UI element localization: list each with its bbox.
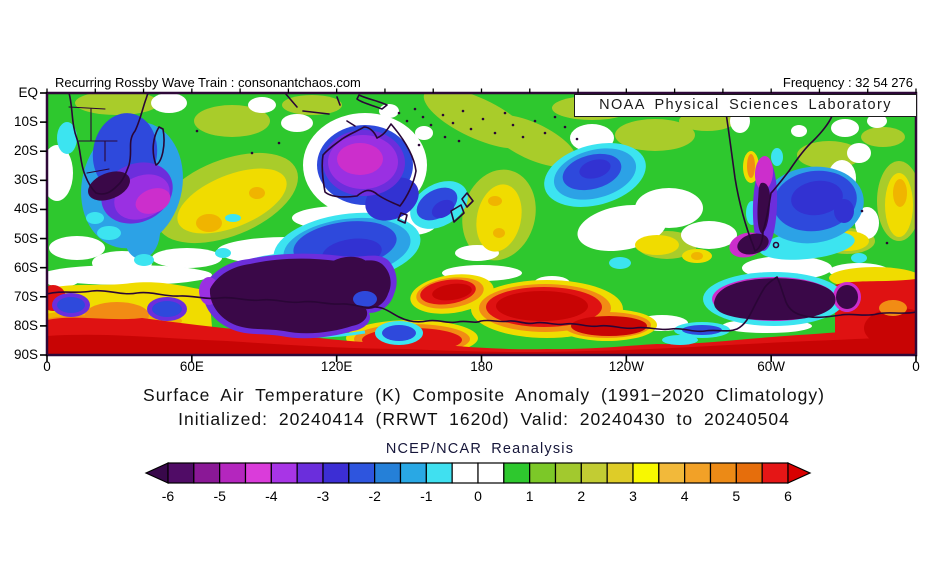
lon-tick-label: 60W [757, 359, 786, 374]
colorbar-left-arrow [144, 462, 169, 484]
colorbar-cell [735, 462, 763, 484]
colorbar-tick-label: 3 [629, 488, 637, 504]
colorbar-cell [167, 462, 195, 484]
latitude-axis-labels: EQ 10S 20S 30S 40S 50S 60S 70S 80S 90S [0, 85, 40, 363]
colorbar-tick-label: -6 [162, 488, 175, 504]
colorbar-cell [219, 462, 247, 484]
colorbar-cell [529, 462, 557, 484]
colorbar-tick-label: -1 [420, 488, 433, 504]
header-frequency-text: Frequency : 32 54 276 [782, 75, 913, 90]
colorbar-tick-label: 0 [474, 488, 482, 504]
colorbar-title: NCEP/NCAR Reanalysis [385, 441, 575, 457]
colorbar-cell [709, 462, 737, 484]
colorbar-cell [477, 462, 505, 484]
colorbar-tick-label: 6 [784, 488, 792, 504]
lat-tick-label: 90S [13, 347, 38, 362]
colorbar-cell [322, 462, 350, 484]
lat-tick-label: 40S [13, 201, 38, 217]
lon-tick-label: 0 [43, 359, 51, 374]
colorbar-tick-label: -4 [265, 488, 278, 504]
colorbar-tick-label: -2 [368, 488, 381, 504]
colorbar-cell [554, 462, 582, 484]
figure-subtitle: Initialized: 20240414 (RRWT 1620d) Valid… [178, 409, 790, 429]
longitude-axis-labels: 0 60E 120E 180 120W 60W 0 [43, 359, 920, 377]
caption-block: Surface Air Temperature (K) Composite An… [40, 385, 928, 430]
lon-tick-label: 120E [320, 359, 353, 374]
colorbar-cell [761, 462, 789, 484]
colorbar-tick-label: 2 [577, 488, 585, 504]
lat-tick-label: 20S [13, 143, 38, 159]
colorbar-cell [425, 462, 453, 484]
colorbar-cell [580, 462, 608, 484]
lon-tick-label: 180 [470, 359, 493, 374]
colorbar-cell [658, 462, 686, 484]
colorbar-right-arrow [787, 462, 812, 484]
colorbar-tick-label: 5 [732, 488, 740, 504]
lat-tick-label: 70S [13, 288, 38, 304]
lon-tick-label: 0 [912, 359, 920, 374]
colorbar-tick-label: 4 [681, 488, 689, 504]
lon-tick-label: 60E [179, 359, 204, 374]
colorbar-cell [193, 462, 221, 484]
colorbar-tick-label: 1 [526, 488, 534, 504]
colorbar-cell [451, 462, 479, 484]
noaa-watermark-label: NOAA Physical Sciences Laboratory [599, 97, 892, 113]
lat-tick-label: 50S [13, 230, 38, 246]
colorbar-cell [503, 462, 531, 484]
anomaly-map [47, 93, 916, 355]
colorbar-cell [296, 462, 324, 484]
lat-tick-label: EQ [18, 85, 38, 100]
header-source-text: Recurring Rossby Wave Train : consonantc… [55, 75, 361, 90]
lat-tick-label: 30S [13, 172, 38, 188]
lon-tick-label: 120W [608, 359, 644, 374]
colorbar-tick-label: -3 [317, 488, 330, 504]
colorbar-cell [399, 462, 427, 484]
colorbar: -6 -5 -4 -3 -2 -1 0 1 2 3 4 5 6 [144, 462, 812, 504]
figure-title: Surface Air Temperature (K) Composite An… [143, 385, 825, 405]
noaa-watermark-box: NOAA Physical Sciences Laboratory [574, 94, 917, 117]
colorbar-cell [244, 462, 272, 484]
colorbar-cell [632, 462, 660, 484]
colorbar-cell [374, 462, 402, 484]
lat-tick-label: 80S [13, 317, 38, 333]
colorbar-cell [270, 462, 298, 484]
colorbar-tick-label: -5 [213, 488, 226, 504]
lat-tick-label: 60S [13, 259, 38, 275]
colorbar-cell [606, 462, 634, 484]
lat-tick-label: 10S [13, 114, 38, 130]
colorbar-cell [684, 462, 712, 484]
colorbar-cell [348, 462, 376, 484]
